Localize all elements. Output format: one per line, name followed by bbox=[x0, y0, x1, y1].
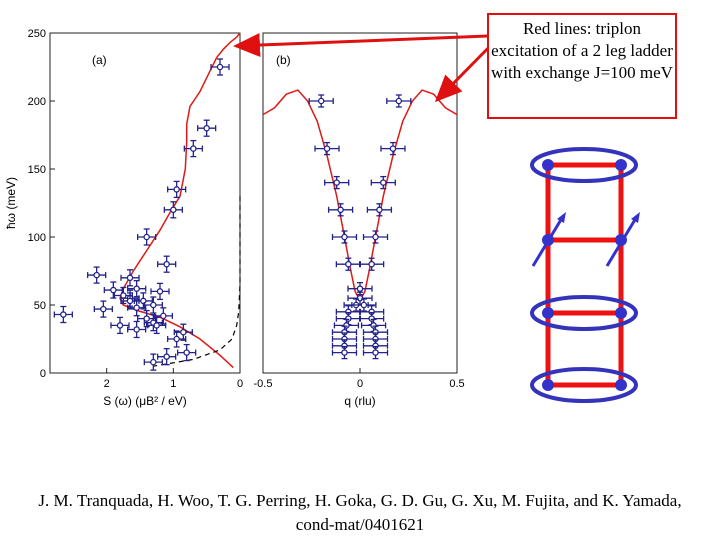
data-point-b bbox=[362, 230, 389, 244]
panel-label-b: (b) bbox=[276, 53, 291, 67]
panel-label-a: (a) bbox=[92, 53, 107, 67]
spin-arrow bbox=[605, 217, 638, 267]
data-point-b bbox=[358, 257, 385, 271]
data-point-b bbox=[324, 175, 350, 190]
spin-site bbox=[615, 307, 627, 319]
y-tick-label: 150 bbox=[28, 164, 46, 176]
singlet-dimer-ring bbox=[530, 295, 638, 331]
data-point-b bbox=[331, 332, 358, 346]
y-tick-label: 50 bbox=[34, 300, 46, 312]
data-point-a bbox=[183, 139, 203, 158]
spin-arrowhead bbox=[557, 212, 566, 223]
data-point-b bbox=[327, 203, 354, 217]
data-point-a bbox=[127, 320, 147, 339]
data-point-a bbox=[127, 299, 147, 317]
data-point-a bbox=[133, 292, 153, 310]
x-tick-label: 0.5 bbox=[449, 378, 464, 390]
callout-text: Red lines: triplon excitation of a 2 leg… bbox=[491, 19, 673, 82]
y-tick-label: 100 bbox=[28, 232, 46, 244]
data-point-a bbox=[163, 201, 183, 219]
panel-b-frame bbox=[262, 32, 458, 374]
data-point-b bbox=[380, 141, 406, 156]
data-point-b bbox=[386, 94, 412, 108]
data-point-a bbox=[157, 348, 177, 366]
data-point-b bbox=[335, 257, 362, 271]
data-point-a bbox=[53, 305, 73, 324]
y-tick-label: 0 bbox=[40, 368, 46, 380]
data-point-b bbox=[314, 141, 340, 156]
spin-site bbox=[615, 159, 627, 171]
data-point-a bbox=[137, 228, 157, 246]
spin-site bbox=[542, 379, 554, 391]
singlet-dimer-ring bbox=[530, 147, 638, 183]
x-tick-label: 2 bbox=[104, 378, 110, 390]
citation: J. M. Tranquada, H. Woo, T. G. Perring, … bbox=[20, 489, 700, 537]
citation-text: J. M. Tranquada, H. Woo, T. G. Perring, … bbox=[38, 491, 682, 534]
ladder-diagram bbox=[530, 147, 640, 403]
data-point-b bbox=[331, 345, 358, 360]
y-tick-label: 250 bbox=[28, 28, 46, 40]
theory-curve-a bbox=[119, 32, 241, 369]
data-point-a bbox=[157, 255, 177, 273]
data-point-a bbox=[137, 309, 157, 328]
data-point-b bbox=[308, 94, 334, 108]
data-point-a bbox=[153, 307, 173, 325]
data-point-a bbox=[210, 58, 230, 76]
panel-b-points bbox=[308, 94, 412, 360]
data-point-a bbox=[103, 281, 123, 299]
data-point-b bbox=[331, 230, 358, 244]
x-tick-label: 1 bbox=[170, 378, 176, 390]
data-point-b bbox=[362, 345, 389, 360]
data-point-b bbox=[366, 203, 393, 217]
panel-b-curves bbox=[262, 89, 458, 303]
x-tick-label: 0 bbox=[237, 378, 243, 390]
data-point-a bbox=[143, 353, 163, 371]
data-point-a bbox=[167, 180, 187, 199]
data-point-a bbox=[143, 296, 163, 314]
data-point-b bbox=[351, 298, 377, 312]
panel-a-curves bbox=[119, 32, 241, 369]
spin-site bbox=[542, 159, 554, 171]
singlet-dimer-ring bbox=[530, 367, 638, 403]
data-point-a bbox=[110, 316, 130, 335]
data-point-a bbox=[147, 316, 167, 335]
callout-arrow-a bbox=[233, 33, 489, 58]
theory-curve-b bbox=[262, 89, 458, 303]
x-tick-label: -0.5 bbox=[254, 378, 273, 390]
data-point-a bbox=[127, 280, 147, 298]
panel-a-points bbox=[53, 58, 230, 371]
data-point-b bbox=[347, 282, 373, 296]
x-axis-label-a: S (ω) (μB² / eV) bbox=[103, 394, 187, 408]
y-tick-labels: 0 50 100 150 200 250 bbox=[28, 28, 55, 380]
dashed-curve-a bbox=[153, 196, 241, 367]
data-point-a bbox=[87, 266, 107, 284]
data-point-a bbox=[120, 269, 140, 287]
spin-arrow bbox=[531, 217, 564, 267]
x-axis-label-b: q (rlu) bbox=[344, 394, 375, 408]
callout-box: Red lines: triplon excitation of a 2 leg… bbox=[487, 13, 677, 119]
data-point-a bbox=[177, 343, 197, 362]
x-tick-labels: 2 1 0 -0.5 0 0.5 bbox=[104, 368, 465, 390]
data-point-a bbox=[93, 300, 113, 318]
data-point-a bbox=[197, 119, 217, 137]
x-tick-label: 0 bbox=[357, 378, 363, 390]
data-point-a bbox=[150, 282, 170, 301]
data-point-b bbox=[370, 175, 396, 190]
spin-site bbox=[615, 379, 627, 391]
spin-site bbox=[542, 307, 554, 319]
data-point-a bbox=[173, 323, 193, 341]
y-axis-label: ħω (meV) bbox=[4, 177, 18, 229]
y-tick-label: 200 bbox=[28, 96, 46, 108]
spin-arrowhead bbox=[631, 212, 640, 223]
data-point-a bbox=[167, 330, 187, 348]
panel-a-frame bbox=[49, 32, 241, 374]
